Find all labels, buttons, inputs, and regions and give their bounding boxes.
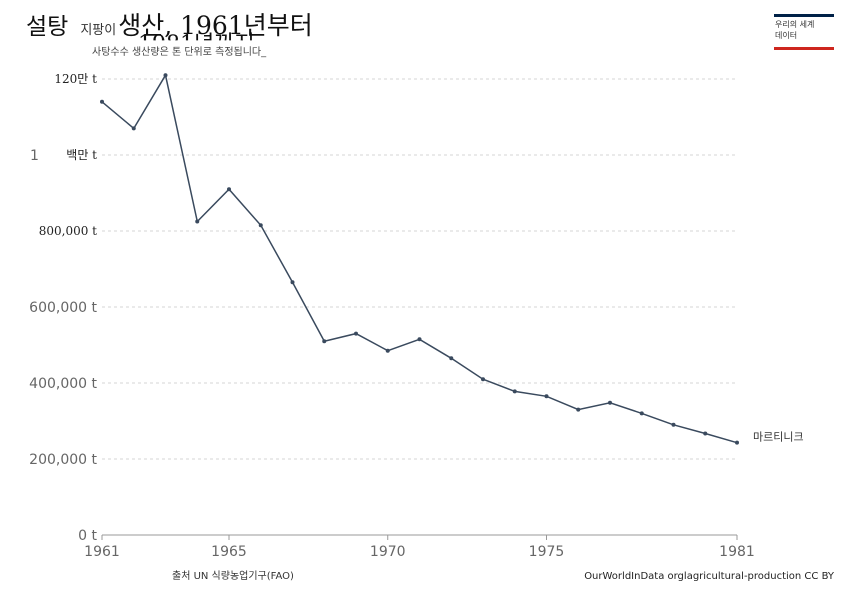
title-part-3: 생산, 1961년부터 [118,11,313,40]
y-tick-label: 400,000 t [29,376,97,392]
chart-title: 설탕 지팡이생산, 1961년부터 1981년까지 [26,6,746,42]
grid-lines [102,78,737,460]
logo-top-bar [774,14,834,17]
series-label: 마르티니크 [753,431,804,444]
data-point[interactable] [544,394,549,399]
data-point[interactable] [671,422,676,427]
series-line[interactable] [101,73,738,444]
y-tick-label: 120만 t [54,72,97,86]
data-point[interactable] [163,73,168,78]
data-point[interactable] [131,126,136,131]
data-point[interactable] [322,339,327,344]
title-part-4: 1981년까지 [138,32,255,57]
y-axis-ticks: 0 t 200,000 t 400,000 t 600,000 t 800,000 t 백… [29,72,97,544]
y-tick-prefix: 1 [30,148,39,164]
data-point[interactable] [512,389,517,394]
data-point[interactable] [449,356,454,361]
data-point[interactable] [227,187,231,192]
x-tick-label: 1981 [719,544,755,560]
data-point[interactable] [608,400,612,405]
source-note: 출처 UN 식량농업기구(FAO) [172,571,294,582]
y-tick-label: 백만 t [66,148,97,162]
y-tick-label: 0 t [78,528,97,544]
logo-line-1: 우리의 세계 [775,20,815,29]
data-point[interactable] [639,411,644,416]
data-point[interactable] [258,223,263,228]
x-tick-label: 1965 [211,544,247,560]
data-point[interactable] [290,280,295,285]
chart-subtitle: 사탕수수 생산량은 톤 단위로 측정됩니다_ [92,47,267,58]
y-tick-label: 800,000 t [39,224,97,238]
logo-bottom-bar [774,47,834,50]
x-tick-label: 1970 [370,544,406,560]
credit-link[interactable]: OurWorldInData orglagricultural-producti… [584,571,834,582]
logo-line-2: 데이터 [775,31,798,40]
data-point[interactable] [481,377,485,382]
title-part-2: 지팡이 [80,23,117,38]
x-tick-label: 1975 [529,544,565,560]
data-point[interactable] [417,337,422,342]
data-point[interactable] [385,348,390,353]
y-tick-label: 600,000 t [29,300,97,316]
y-tick-label: 200,000 t [29,452,97,468]
logo-text: 우리의 세계 데이터 [775,19,833,41]
data-point[interactable] [354,331,358,336]
title-part-1: 설탕 [26,14,69,40]
series-group: 마르티니크 [100,73,804,445]
data-point[interactable] [100,99,104,104]
owid-logo[interactable]: 우리의 세계 데이터 [774,14,834,50]
x-tick-label: 1961 [84,544,120,560]
x-axis: 1961 1965 1970 1975 1981 [84,534,755,560]
data-point[interactable] [735,440,739,445]
data-point[interactable] [195,219,200,224]
data-point[interactable] [703,431,708,436]
data-point[interactable] [576,407,581,412]
